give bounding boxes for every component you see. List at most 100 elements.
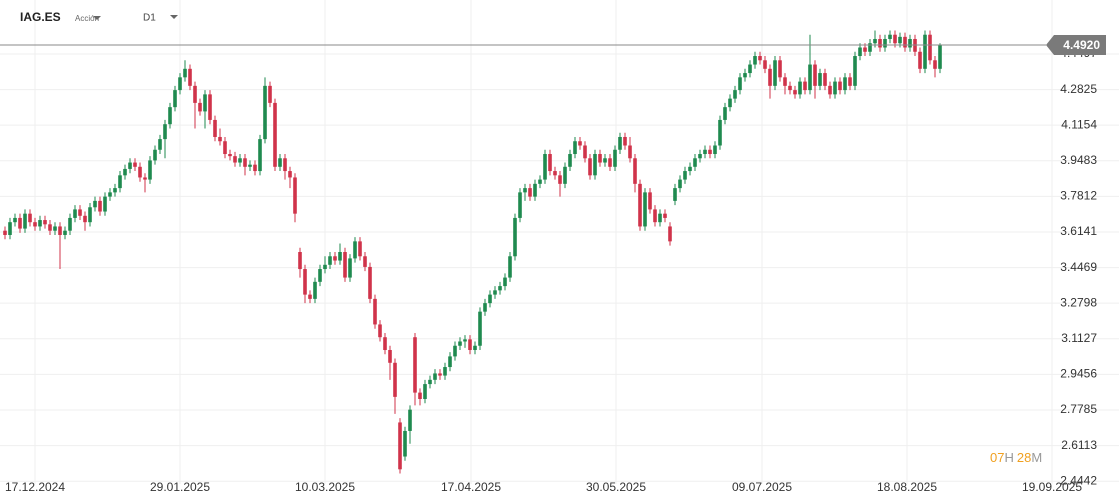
candle-body bbox=[413, 337, 417, 393]
candle-body bbox=[313, 281, 317, 299]
candle-body bbox=[28, 213, 32, 223]
candle-body bbox=[228, 154, 232, 157]
symbol[interactable]: IAG.ES bbox=[20, 10, 61, 24]
candle-body bbox=[643, 192, 647, 227]
candle-body bbox=[728, 98, 732, 108]
x-tick-label: 09.07.2025 bbox=[732, 480, 792, 494]
candle-body bbox=[908, 38, 912, 48]
candle-body bbox=[928, 34, 932, 61]
candle-body bbox=[273, 102, 277, 167]
candle-body bbox=[143, 177, 147, 180]
candle-body bbox=[733, 90, 737, 99]
current-price-tag bbox=[1046, 34, 1106, 55]
candle-body bbox=[308, 294, 312, 299]
y-tick-label: 2.7785 bbox=[1060, 402, 1097, 416]
candle-body bbox=[813, 64, 817, 86]
candle-body bbox=[223, 141, 227, 155]
candle-body bbox=[748, 64, 752, 74]
candle-body bbox=[398, 422, 402, 470]
candle-body bbox=[138, 166, 142, 178]
candle-body bbox=[198, 102, 202, 112]
y-tick-label: 4.2825 bbox=[1060, 82, 1097, 96]
candle-body bbox=[248, 164, 252, 167]
candle-body bbox=[673, 188, 677, 201]
candle-body bbox=[878, 38, 882, 48]
x-tick-label: 30.05.2025 bbox=[586, 480, 646, 494]
candle-body bbox=[938, 44, 942, 69]
dropdown-arrow[interactable] bbox=[170, 15, 178, 19]
candle-body bbox=[118, 175, 122, 189]
candle-body bbox=[33, 222, 37, 227]
candle-body bbox=[463, 339, 467, 342]
candle-body bbox=[253, 164, 257, 172]
candle-body bbox=[213, 119, 217, 137]
candle-body bbox=[433, 373, 437, 380]
candle-body bbox=[263, 85, 267, 140]
candle-body bbox=[588, 158, 592, 176]
candle-body bbox=[403, 430, 407, 457]
candle-body bbox=[258, 139, 262, 172]
candle-body bbox=[538, 179, 542, 184]
candle-body bbox=[883, 38, 887, 48]
y-tick-label: 2.4442 bbox=[1060, 473, 1097, 487]
candle-body bbox=[388, 350, 392, 363]
candle-body bbox=[348, 258, 352, 278]
candle-body bbox=[8, 222, 12, 235]
candle-body bbox=[178, 77, 182, 91]
y-tick-label: 3.2798 bbox=[1060, 295, 1097, 309]
candle-body bbox=[243, 158, 247, 167]
candle-body bbox=[498, 286, 502, 291]
candle-body bbox=[668, 226, 672, 242]
candle-body bbox=[843, 77, 847, 91]
candle-body bbox=[918, 51, 922, 69]
candle-body bbox=[343, 252, 347, 278]
candle-body bbox=[698, 154, 702, 159]
candle-body bbox=[288, 171, 292, 178]
candle-body bbox=[793, 90, 797, 95]
y-tick-label: 3.4469 bbox=[1060, 260, 1097, 274]
candle-body bbox=[628, 145, 632, 159]
candle-body bbox=[618, 136, 622, 150]
candle-body bbox=[123, 168, 127, 176]
candle-body bbox=[78, 209, 82, 216]
candle-body bbox=[633, 158, 637, 184]
candle-body bbox=[193, 85, 197, 103]
candle-body bbox=[188, 68, 192, 86]
candle-body bbox=[808, 64, 812, 91]
candle-body bbox=[238, 158, 242, 163]
candle-body bbox=[703, 149, 707, 155]
candle-body bbox=[38, 220, 42, 227]
current-price-label: 4.4920 bbox=[1063, 38, 1100, 52]
candle-body bbox=[233, 156, 237, 163]
y-tick-label: 3.6141 bbox=[1060, 224, 1097, 238]
candle-body bbox=[23, 213, 27, 229]
candle-body bbox=[93, 200, 97, 208]
instrument-type: Acción bbox=[75, 14, 99, 23]
candle-body bbox=[528, 188, 532, 197]
candle-body bbox=[888, 34, 892, 39]
candle-body bbox=[323, 264, 327, 270]
candle-body bbox=[363, 256, 367, 267]
candle-body bbox=[508, 256, 512, 278]
candle-body bbox=[518, 192, 522, 218]
candle-body bbox=[548, 154, 552, 172]
candle-body bbox=[533, 183, 537, 197]
candle-body bbox=[483, 303, 487, 312]
candle-body bbox=[603, 158, 607, 163]
candle-body bbox=[828, 85, 832, 95]
candle-body bbox=[658, 213, 662, 223]
candle-body bbox=[593, 154, 597, 176]
candle-body bbox=[368, 266, 372, 299]
candle-body bbox=[763, 60, 767, 69]
timeframe[interactable]: D1 bbox=[143, 13, 156, 24]
candle-body bbox=[438, 373, 442, 376]
dropdown-arrow[interactable] bbox=[93, 16, 101, 20]
candle-body bbox=[903, 36, 907, 48]
candle-body bbox=[183, 68, 187, 78]
candle-body bbox=[893, 34, 897, 44]
candle-body bbox=[568, 154, 572, 167]
candle-body bbox=[3, 230, 7, 235]
candle-body bbox=[393, 362, 397, 397]
candle-body bbox=[293, 177, 297, 214]
candle-body bbox=[573, 141, 577, 155]
